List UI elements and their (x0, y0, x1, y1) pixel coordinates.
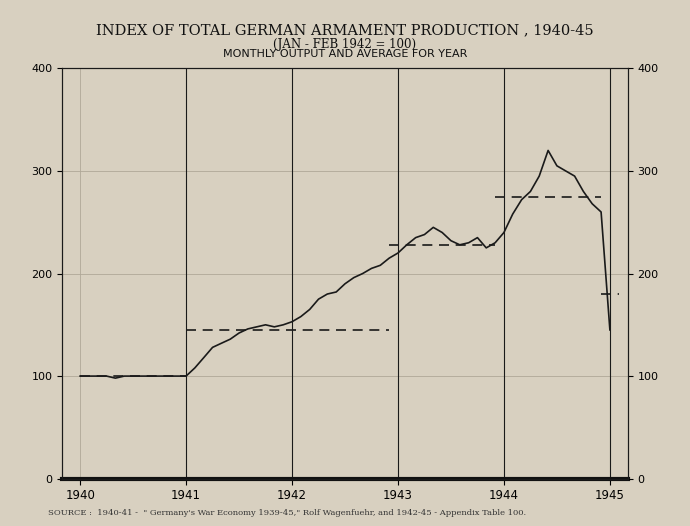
Text: SOURCE :  1940-41 -  " Germany's War Economy 1939-45," Rolf Wagenfuehr, and 1942: SOURCE : 1940-41 - " Germany's War Econo… (48, 509, 526, 517)
Text: MONTHLY OUTPUT AND AVERAGE FOR YEAR: MONTHLY OUTPUT AND AVERAGE FOR YEAR (223, 49, 467, 59)
Text: (JAN - FEB 1942 = 100): (JAN - FEB 1942 = 100) (273, 38, 417, 51)
Text: INDEX OF TOTAL GERMAN ARMAMENT PRODUCTION , 1940-45: INDEX OF TOTAL GERMAN ARMAMENT PRODUCTIO… (96, 24, 594, 38)
